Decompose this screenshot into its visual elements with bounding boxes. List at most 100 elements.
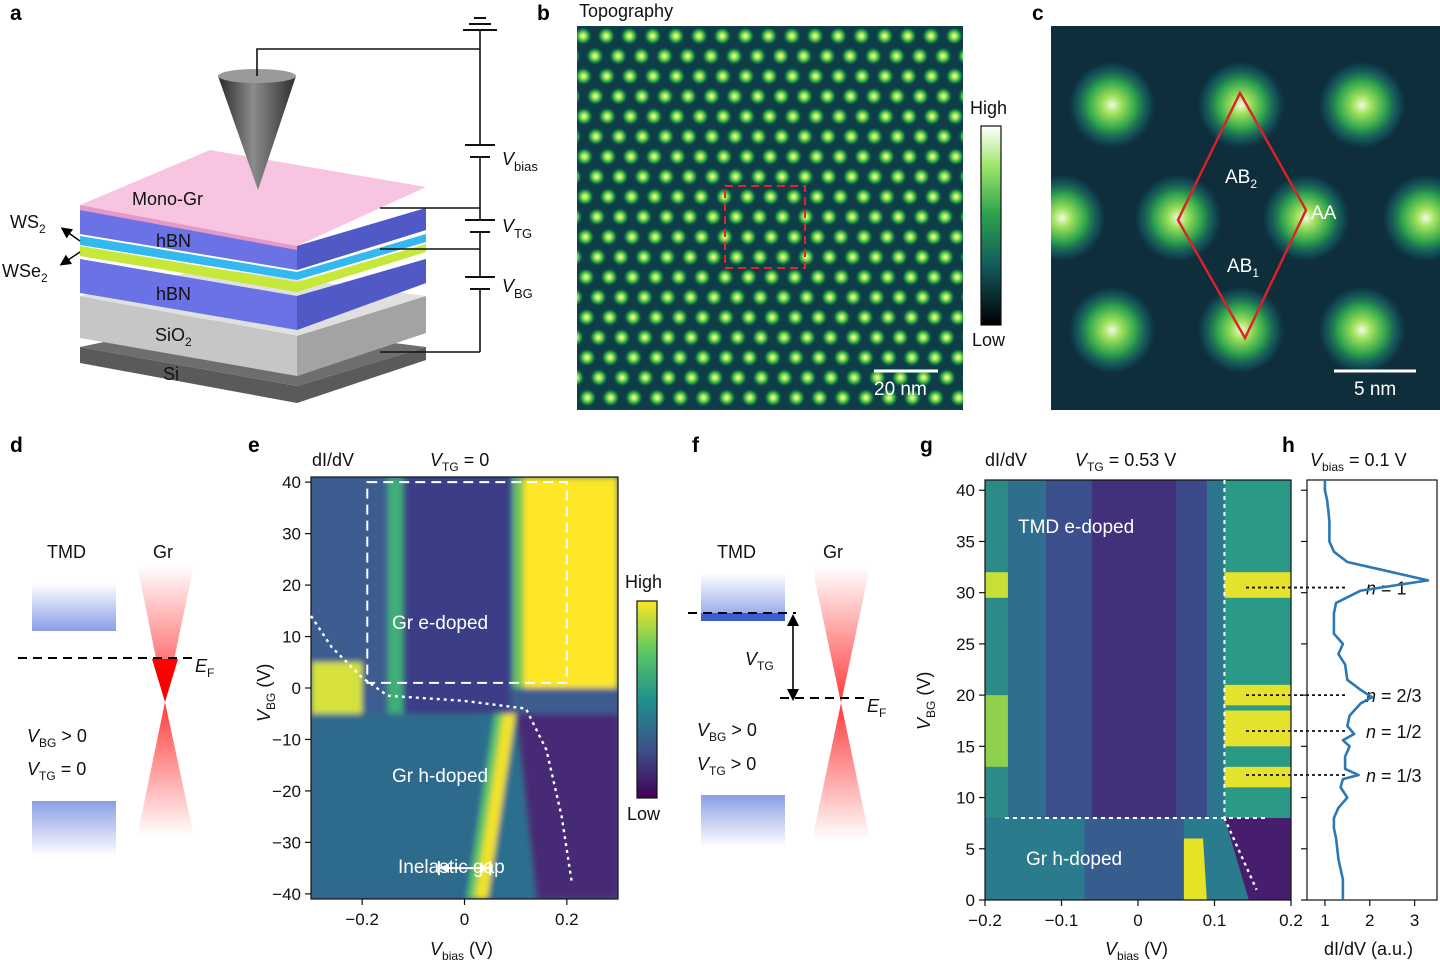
moire-site — [854, 227, 874, 247]
moire-site — [910, 46, 930, 66]
moire-site — [577, 167, 583, 186]
moire-site — [820, 327, 840, 347]
moire-site — [887, 86, 907, 106]
moire-site — [657, 247, 677, 267]
x-tick-label-g: −0.1 — [1045, 911, 1079, 930]
moire-site — [577, 48, 582, 64]
region-tmd-e-doped: TMD e-doped — [1018, 517, 1134, 538]
gap-arrow-head — [439, 863, 449, 874]
moire-site — [577, 328, 585, 347]
unit-cell-outline — [1176, 90, 1308, 341]
moire-site — [610, 167, 630, 187]
moire-site — [863, 6, 882, 25]
moire-site — [855, 307, 875, 327]
moire-site — [877, 227, 897, 247]
moire-site — [774, 287, 793, 307]
bright-band — [985, 695, 1008, 767]
moire-site — [689, 26, 709, 46]
moire-site — [646, 267, 666, 287]
moire-site — [888, 207, 908, 227]
moire-site — [763, 388, 783, 408]
moire-site — [656, 167, 676, 187]
moire-site — [577, 227, 595, 247]
ws2-pointer-arrow — [60, 227, 81, 242]
moire-site — [577, 348, 597, 367]
moire-site — [749, 207, 769, 227]
moire-site — [635, 368, 655, 388]
moire-site — [667, 106, 687, 126]
moire-site — [818, 167, 838, 187]
moire-site — [910, 6, 929, 25]
moire-site — [727, 247, 747, 267]
moire-site — [936, 327, 956, 347]
moire-site — [794, 86, 814, 106]
moire-site — [612, 327, 632, 347]
moire-site — [760, 106, 780, 126]
moire-site — [611, 287, 631, 307]
moire-site — [972, 388, 991, 407]
moire-site — [681, 327, 701, 347]
moire-site — [622, 267, 642, 287]
moire-site — [702, 127, 722, 146]
moire-site — [623, 348, 643, 367]
filling-label: n = 1/3 — [1366, 766, 1422, 786]
moire-site — [644, 106, 664, 126]
sio2-layer-side — [297, 296, 426, 376]
moire-site — [806, 66, 825, 86]
panel-label-h: h — [1282, 434, 1295, 457]
wse2-layer — [80, 244, 426, 292]
moire-site — [922, 106, 942, 126]
moire-site — [926, 388, 945, 408]
condition-vtg-d: VTG = 0 — [27, 759, 86, 783]
moire-site — [783, 106, 803, 126]
moire-site — [944, 26, 963, 46]
moire-site — [632, 86, 652, 106]
moire-site — [912, 247, 932, 267]
aa-site — [1068, 61, 1156, 149]
moire-site — [747, 46, 767, 66]
moire-site — [751, 327, 771, 347]
bright-band — [1224, 710, 1291, 747]
moire-site — [597, 106, 617, 126]
moire-site — [947, 227, 963, 247]
moire-site — [640, 408, 652, 410]
gap-arrow-head — [480, 863, 490, 874]
moire-site — [586, 167, 606, 187]
moire-site — [830, 147, 850, 167]
aa-site — [1382, 174, 1440, 262]
y-tick-label-g: 25 — [956, 635, 975, 654]
moire-site — [925, 348, 945, 367]
moire-site — [878, 307, 898, 327]
label-vtg: VTG — [502, 216, 532, 241]
moire-site — [553, 227, 572, 246]
moire-site — [795, 167, 815, 187]
dirac-cone-lower-f — [812, 703, 870, 840]
scale-label-c: 5 nm — [1354, 379, 1396, 400]
aa-site — [1197, 61, 1285, 149]
moire-site — [779, 408, 791, 410]
moire-site — [867, 368, 887, 388]
hbn-bottom-side — [297, 259, 426, 330]
moire-site — [657, 207, 676, 227]
moire-site — [968, 67, 987, 86]
moire-site — [577, 66, 593, 86]
moire-site — [798, 368, 818, 388]
moire-site — [875, 26, 895, 46]
moire-site — [899, 147, 919, 167]
moire-site — [771, 86, 791, 106]
moire-site — [819, 247, 839, 267]
label-ab1: AB1 — [1227, 256, 1259, 280]
panel-e: e dI/dV VTG = 0 Gr e-doped Gr h-doped In… — [248, 434, 662, 963]
moire-site — [772, 127, 791, 146]
x-tick-label-h: 3 — [1410, 911, 1419, 930]
moire-site — [658, 327, 678, 347]
moire-site — [867, 327, 887, 347]
heat-column — [1206, 480, 1225, 819]
moire-site — [794, 46, 814, 66]
moire-site — [608, 46, 628, 66]
moire-site — [947, 267, 963, 287]
moire-site — [842, 207, 862, 227]
moire-site — [809, 348, 829, 367]
vtg-label-g: VTG = 0.53 V — [1075, 450, 1176, 474]
moire-site — [945, 66, 963, 86]
